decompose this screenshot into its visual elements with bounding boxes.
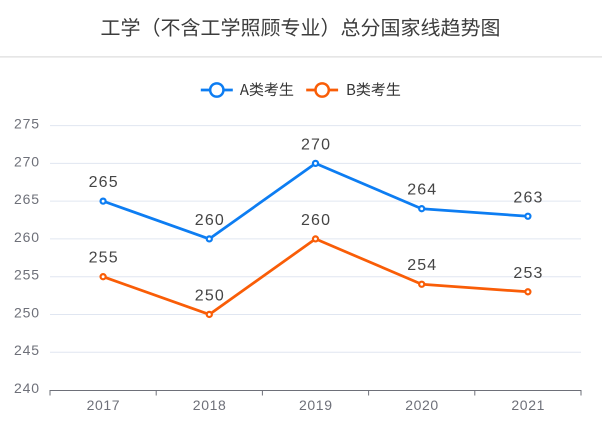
svg-text:2020: 2020 xyxy=(405,397,438,413)
svg-text:260: 260 xyxy=(195,212,224,229)
svg-text:250: 250 xyxy=(195,287,224,304)
svg-text:254: 254 xyxy=(407,257,436,274)
svg-text:2018: 2018 xyxy=(193,397,226,413)
svg-text:265: 265 xyxy=(89,174,118,191)
svg-text:253: 253 xyxy=(513,265,542,282)
svg-text:2019: 2019 xyxy=(299,397,332,413)
svg-text:260: 260 xyxy=(301,212,330,229)
svg-text:240: 240 xyxy=(14,380,39,396)
svg-text:2017: 2017 xyxy=(87,397,120,413)
svg-text:255: 255 xyxy=(89,250,118,267)
svg-text:264: 264 xyxy=(407,182,436,199)
svg-text:2021: 2021 xyxy=(511,397,544,413)
svg-text:260: 260 xyxy=(14,229,39,245)
svg-text:250: 250 xyxy=(14,304,39,320)
svg-text:270: 270 xyxy=(14,153,39,169)
svg-text:270: 270 xyxy=(301,136,330,153)
svg-text:245: 245 xyxy=(14,342,39,358)
svg-text:263: 263 xyxy=(513,189,542,206)
svg-text:255: 255 xyxy=(14,267,39,283)
svg-text:275: 275 xyxy=(14,116,39,132)
svg-text:265: 265 xyxy=(14,191,39,207)
